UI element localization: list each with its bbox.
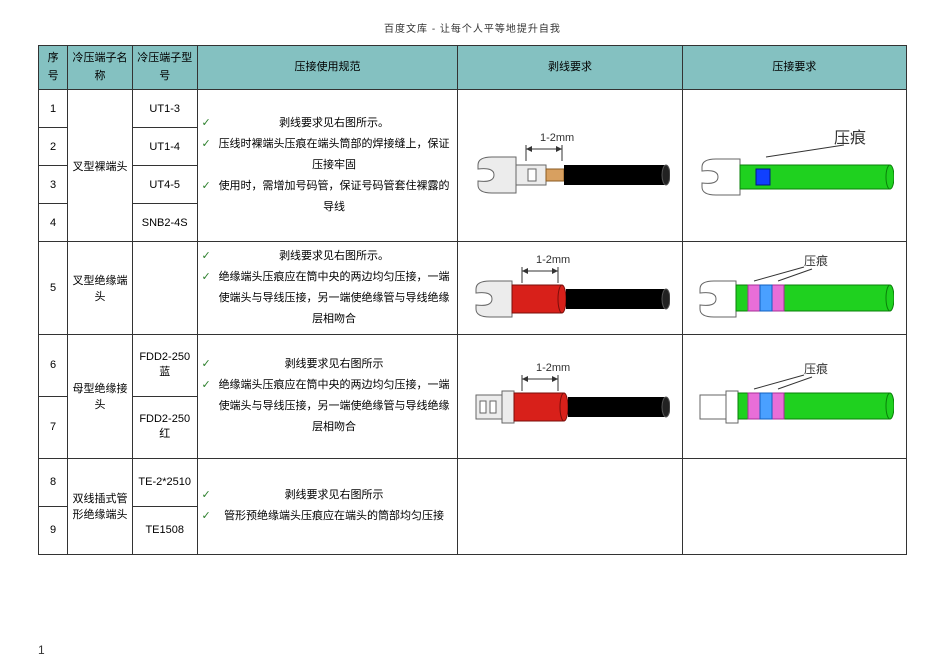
svg-text:1-2mm: 1-2mm: [536, 362, 570, 374]
seq-cell: 5: [39, 242, 68, 335]
col-seq: 序号: [39, 46, 68, 90]
page-number: 1: [38, 643, 45, 657]
seq-cell: 1: [39, 90, 68, 128]
strip-diagram: [458, 458, 682, 554]
check-icon: ✓: [202, 354, 215, 375]
crimp-diagram: [682, 458, 906, 554]
table-row: 1 叉型裸端头 UT1-3 ✓剥线要求见右图所示。 ✓压线时裸端头压痕在端头筒部…: [39, 90, 907, 128]
model-cell: FDD2-250蓝: [132, 334, 197, 396]
col-strip: 剥线要求: [458, 46, 682, 90]
col-crimp: 压接要求: [682, 46, 906, 90]
check-icon: ✓: [202, 375, 215, 438]
spec-cell: ✓剥线要求见右图所示 ✓绝缘端头压痕应在筒中央的两边均匀压接，一端使端头与导线压…: [197, 334, 458, 458]
model-cell: SNB2-4S: [132, 204, 197, 242]
check-icon: ✓: [202, 485, 215, 506]
terminal-table: 序号 冷压端子名称 冷压端子型号 压接使用规范 剥线要求 压接要求 1 叉型裸端…: [38, 45, 907, 555]
spec-text: 管形预绝缘端头压痕应在端头的筒部均匀压接: [215, 506, 454, 527]
check-icon: ✓: [202, 134, 215, 176]
table-row: 5 叉型绝缘端头 ✓剥线要求见右图所示。 ✓绝缘端头压痕应在筒中央的两边均匀压接…: [39, 242, 907, 335]
seq-cell: 9: [39, 506, 68, 554]
check-icon: ✓: [202, 176, 215, 218]
check-icon: ✓: [202, 506, 215, 527]
crimp-label: 压痕: [834, 129, 866, 147]
doc-header: 百度文库 - 让每个人平等地提升自我: [38, 20, 907, 35]
strip-diagram: 1-2mm: [458, 242, 682, 335]
crimp-diagram: 压痕: [682, 242, 906, 335]
strip-diagram: 1-2mm: [458, 90, 682, 242]
col-spec: 压接使用规范: [197, 46, 458, 90]
seq-cell: 7: [39, 396, 68, 458]
svg-text:压痕: 压痕: [804, 361, 828, 376]
strip-diagram: 1-2mm: [458, 334, 682, 458]
model-cell: TE1508: [132, 506, 197, 554]
model-cell: [132, 242, 197, 335]
dim-label: 1-2mm: [540, 132, 574, 144]
page: 百度文库 - 让每个人平等地提升自我 序号 冷压端子名称 冷压端子型号 压接使用…: [0, 0, 945, 669]
name-cell: 双线插式管形绝缘端头: [68, 458, 133, 554]
table-row: 8 双线插式管形绝缘端头 TE-2*2510 ✓剥线要求见右图所示 ✓管形预绝缘…: [39, 458, 907, 506]
table-row: 6 母型绝缘接头 FDD2-250蓝 ✓剥线要求见右图所示 ✓绝缘端头压痕应在筒…: [39, 334, 907, 396]
spec-text: 绝缘端头压痕应在筒中央的两边均匀压接，一端使端头与导线压接，另一端使绝缘管与导线…: [215, 267, 454, 330]
check-icon: ✓: [202, 267, 215, 330]
seq-cell: 4: [39, 204, 68, 242]
check-icon: ✓: [202, 113, 215, 134]
model-cell: FDD2-250红: [132, 396, 197, 458]
seq-cell: 8: [39, 458, 68, 506]
spec-text: 剥线要求见右图所示。: [215, 246, 454, 267]
check-icon: ✓: [202, 246, 215, 267]
col-model: 冷压端子型号: [132, 46, 197, 90]
name-cell: 母型绝缘接头: [68, 334, 133, 458]
svg-text:压痕: 压痕: [804, 253, 828, 268]
model-cell: UT1-3: [132, 90, 197, 128]
seq-cell: 3: [39, 166, 68, 204]
spec-cell: ✓剥线要求见右图所示。 ✓压线时裸端头压痕在端头筒部的焊接缝上，保证压接牢固 ✓…: [197, 90, 458, 242]
spec-cell: ✓剥线要求见右图所示。 ✓绝缘端头压痕应在筒中央的两边均匀压接，一端使端头与导线…: [197, 242, 458, 335]
spec-text: 使用时，需增加号码管，保证号码管套住裸露的导线: [215, 176, 454, 218]
spec-text: 剥线要求见右图所示: [215, 354, 454, 375]
col-name: 冷压端子名称: [68, 46, 133, 90]
spec-cell: ✓剥线要求见右图所示 ✓管形预绝缘端头压痕应在端头的筒部均匀压接: [197, 458, 458, 554]
spec-text: 绝缘端头压痕应在筒中央的两边均匀压接，一端使端头与导线压接，另一端使绝缘管与导线…: [215, 375, 454, 438]
spec-text: 剥线要求见右图所示。: [215, 113, 454, 134]
model-cell: UT4-5: [132, 166, 197, 204]
table-header-row: 序号 冷压端子名称 冷压端子型号 压接使用规范 剥线要求 压接要求: [39, 46, 907, 90]
spec-text: 压线时裸端头压痕在端头筒部的焊接缝上，保证压接牢固: [215, 134, 454, 176]
model-cell: TE-2*2510: [132, 458, 197, 506]
svg-text:1-2mm: 1-2mm: [536, 254, 570, 266]
seq-cell: 6: [39, 334, 68, 396]
name-cell: 叉型裸端头: [68, 90, 133, 242]
seq-cell: 2: [39, 128, 68, 166]
crimp-diagram: 压痕: [682, 334, 906, 458]
crimp-diagram: 压痕: [682, 90, 906, 242]
model-cell: UT1-4: [132, 128, 197, 166]
spec-text: 剥线要求见右图所示: [215, 485, 454, 506]
name-cell: 叉型绝缘端头: [68, 242, 133, 335]
